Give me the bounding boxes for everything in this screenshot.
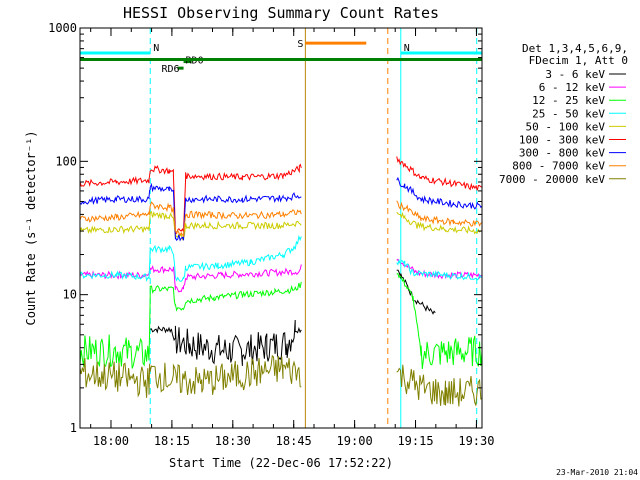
timestamp-footer: 23-Mar-2010 21:04 [556,468,638,477]
y-tick-label: 100 [55,154,77,168]
y-tick-label: 1 [70,421,77,435]
series-line [79,354,302,398]
x-axis-ticks: 18:00 18:15 18:30 18:45 19:00 19:15 19:30 [90,28,494,448]
series-line [396,258,483,281]
series-line [79,264,302,293]
flag-label: N [153,43,159,54]
series-line [396,269,436,315]
series-line [79,210,302,241]
series-line [79,281,302,369]
x-tick-label: 18:15 [154,434,190,448]
series-line [396,200,483,227]
legend-entry-label: 800 - 7000 keV [512,160,605,173]
flag-label: RD0 [186,56,204,67]
x-tick-label: 19:00 [337,434,373,448]
y-tick-label: 1000 [48,21,77,35]
x-tick-label: 18:45 [276,434,312,448]
x-tick-label: 19:30 [458,434,494,448]
series-line [79,182,302,242]
legend-entry-label: 12 - 25 keV [532,94,605,107]
series-line [396,272,483,370]
legend-entry-label: 6 - 12 keV [539,81,606,94]
chart-title: HESSI Observing Summary Count Rates [123,4,439,22]
x-tick-label: 18:00 [93,434,129,448]
y-axis-ticks: 1 10 100 1000 [48,21,482,435]
y-tick-label: 10 [63,288,77,302]
legend-header-decimation: FDecim 1, Att 0 [529,54,628,67]
legend-entry-label: 7000 - 20000 keV [499,173,605,186]
series-line [396,364,483,407]
x-axis-label: Start Time (22-Dec-06 17:52:22) [169,456,393,470]
legend-entry-label: 100 - 300 keV [519,134,605,147]
legend-entry-label: 50 - 100 keV [526,120,606,133]
series-line [396,176,483,210]
legend-header-detectors: Det 1,3,4,5,6,9, [522,42,628,55]
series-line [396,258,483,281]
x-tick-label: 18:30 [215,434,251,448]
flag-label: RD6 [161,64,179,75]
x-tick-label: 19:15 [397,434,433,448]
y-axis-label: Count Rate (s⁻¹ detector⁻¹) [24,130,38,325]
legend-entry-label: 25 - 50 keV [532,107,605,120]
series-line [79,234,302,283]
series-line [396,211,483,235]
plot-frame [79,27,483,429]
series-lines [79,156,483,407]
legend: Det 1,3,4,5,6,9, FDecim 1, Att 0 3 - 6 k… [499,42,628,186]
legend-entry-label: 3 - 6 keV [545,68,605,81]
series-line [396,156,483,191]
series-line [79,201,302,238]
series-line [79,163,302,235]
legend-entry-label: 300 - 800 keV [519,147,605,160]
flag-label: S [297,39,303,50]
event-markers [149,28,478,428]
series-line [150,319,302,366]
flag-label: N [404,43,410,54]
